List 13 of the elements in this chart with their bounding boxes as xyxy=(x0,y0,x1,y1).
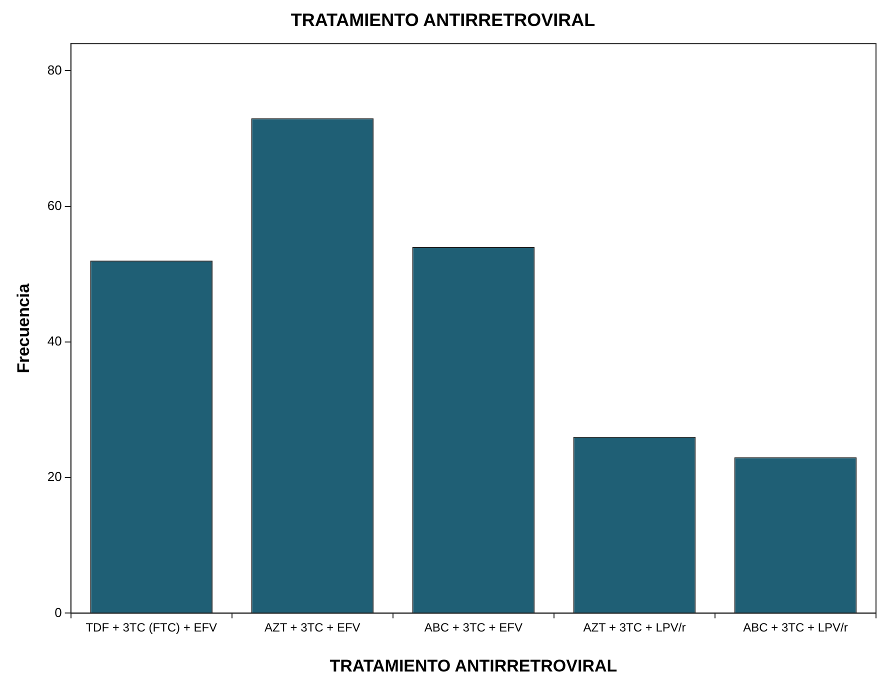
y-tick-label: 40 xyxy=(47,334,62,349)
chart-title: TRATAMIENTO ANTIRRETROVIRAL xyxy=(290,10,596,30)
y-tick-label: 80 xyxy=(47,62,62,78)
x-axis-title: TRATAMIENTO ANTIRRETROVIRAL xyxy=(330,656,618,676)
y-tick-label: 20 xyxy=(47,469,62,484)
x-tick-label: AZT + 3TC + EFV xyxy=(264,620,360,635)
y-tick-label: 60 xyxy=(47,198,62,213)
x-tick-label: ABC + 3TC + LPV/r xyxy=(743,620,848,635)
x-tick-label: ABC + 3TC + EFV xyxy=(424,620,522,635)
y-tick-label: 0 xyxy=(54,604,62,620)
x-tick-label: AZT + 3TC + LPV/r xyxy=(583,620,686,635)
x-tick-label: TDF + 3TC (FTC) + EFV xyxy=(86,620,218,635)
y-axis-title: Frecuencia xyxy=(14,282,33,374)
